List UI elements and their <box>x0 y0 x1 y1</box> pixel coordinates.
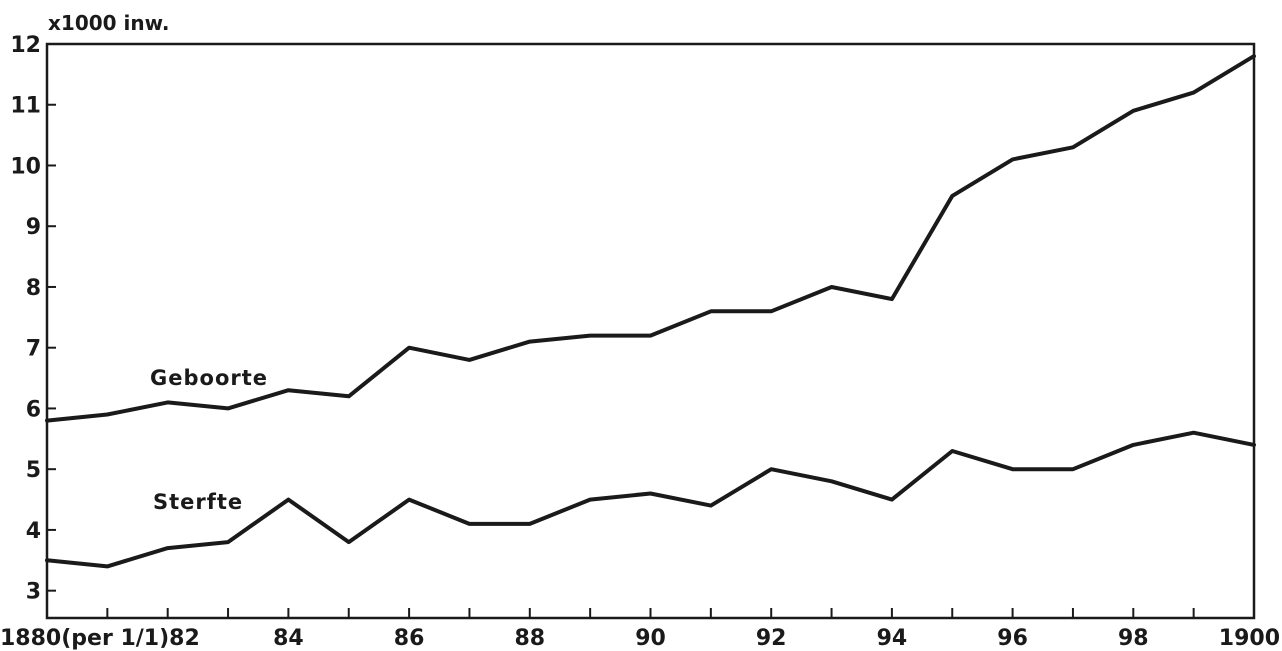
y-tick-label: 6 <box>26 397 41 422</box>
plot-border <box>45 42 1256 620</box>
x-tick-label: 1900 <box>1219 626 1280 651</box>
x-tick-label: 94 <box>877 626 908 651</box>
y-tick-label: 11 <box>10 94 41 119</box>
series-label-sterfte: Sterfte <box>153 490 243 514</box>
x-tick-label: 86 <box>394 626 425 651</box>
unit-label: x1000 inw. <box>48 11 169 35</box>
x-tick-label: 1880(per 1/1)82 <box>0 626 200 651</box>
y-tick-label: 10 <box>10 154 41 179</box>
x-tick-label: 98 <box>1118 626 1149 651</box>
series-label-geboorte: Geboorte <box>150 366 268 390</box>
series-lines <box>45 54 1256 569</box>
x-tick-label: 88 <box>514 626 545 651</box>
series-line-geboorte <box>45 54 1256 423</box>
y-tick-label: 12 <box>10 33 41 58</box>
y-tick-label: 4 <box>26 519 41 544</box>
y-tick-label: 9 <box>26 215 41 240</box>
y-tick-label: 7 <box>26 337 41 362</box>
x-axis: 1880(per 1/1)82 84 86 88 90 92 94 96 98 1900 <box>0 608 1280 651</box>
series-line-sterfte <box>45 430 1256 569</box>
x-tick-label: 90 <box>635 626 666 651</box>
y-axis: 3 4 5 6 7 8 9 10 11 12 <box>10 33 56 605</box>
x-tick-label: 96 <box>997 626 1028 651</box>
plot-frame <box>45 42 1256 620</box>
x-tick-label: 84 <box>273 626 304 651</box>
y-tick-label: 8 <box>26 276 41 301</box>
y-tick-label: 3 <box>26 580 41 605</box>
y-tick-label: 5 <box>26 458 41 483</box>
x-tick-label: 92 <box>756 626 787 651</box>
